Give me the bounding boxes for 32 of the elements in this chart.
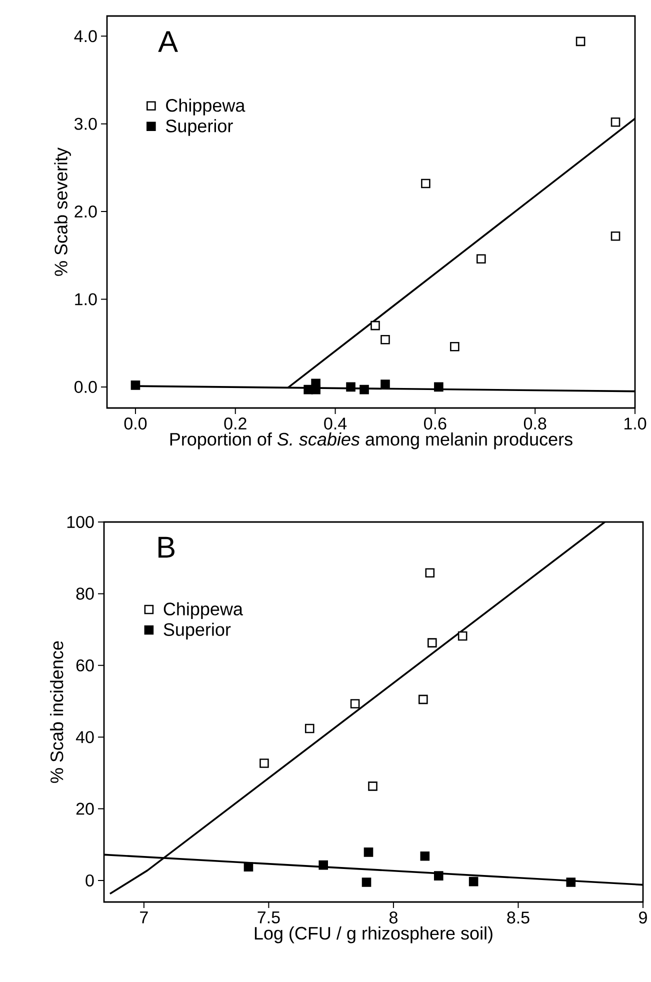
x-axis-title: Log (CFU / g rhizosphere soil) (254, 926, 492, 944)
x-tick-label: 7 (140, 912, 148, 924)
y-axis-title: % Scab severity (54, 148, 71, 276)
x-tick-label: 8.5 (507, 912, 530, 924)
x-tick-label: 1.0 (624, 418, 646, 430)
y-tick-label: 4.0 (74, 30, 97, 42)
x-axis-title: Proportion of S. scabies among melanin producers (170, 432, 572, 450)
legend-label: Chippewa (164, 602, 243, 619)
y-tick-label: 40 (76, 731, 94, 744)
x-tick-label: 8 (389, 912, 398, 924)
chart-title: A (158, 31, 178, 52)
x-tick-label: 0.8 (524, 418, 546, 430)
y-tick-label: 60 (76, 659, 94, 672)
chart-title: B (158, 536, 174, 558)
x-tick-label: 0.2 (224, 418, 246, 430)
y-tick-label: 0.0 (74, 380, 97, 393)
y-tick-label: 80 (76, 588, 94, 600)
legend-label: Chippewa (166, 98, 246, 116)
x-tick-label: 0.4 (324, 418, 347, 430)
y-tick-label: 0 (86, 874, 94, 887)
x-tick-label: 0.6 (424, 418, 446, 430)
y-tick-label: 100 (67, 516, 94, 528)
y-tick-label: 2.0 (74, 206, 97, 218)
x-tick-label: 9 (639, 912, 647, 924)
x-tick-label: 7.5 (258, 912, 280, 924)
y-tick-label: 20 (76, 802, 94, 815)
y-tick-label: 3.0 (74, 118, 97, 130)
legend-label: Superior (164, 622, 231, 640)
legend-label: Superior (166, 119, 233, 136)
x-tick-label: 0.0 (124, 418, 147, 430)
y-tick-label: 1.0 (75, 293, 97, 306)
y-axis-title: % Scab incidence (50, 641, 64, 783)
